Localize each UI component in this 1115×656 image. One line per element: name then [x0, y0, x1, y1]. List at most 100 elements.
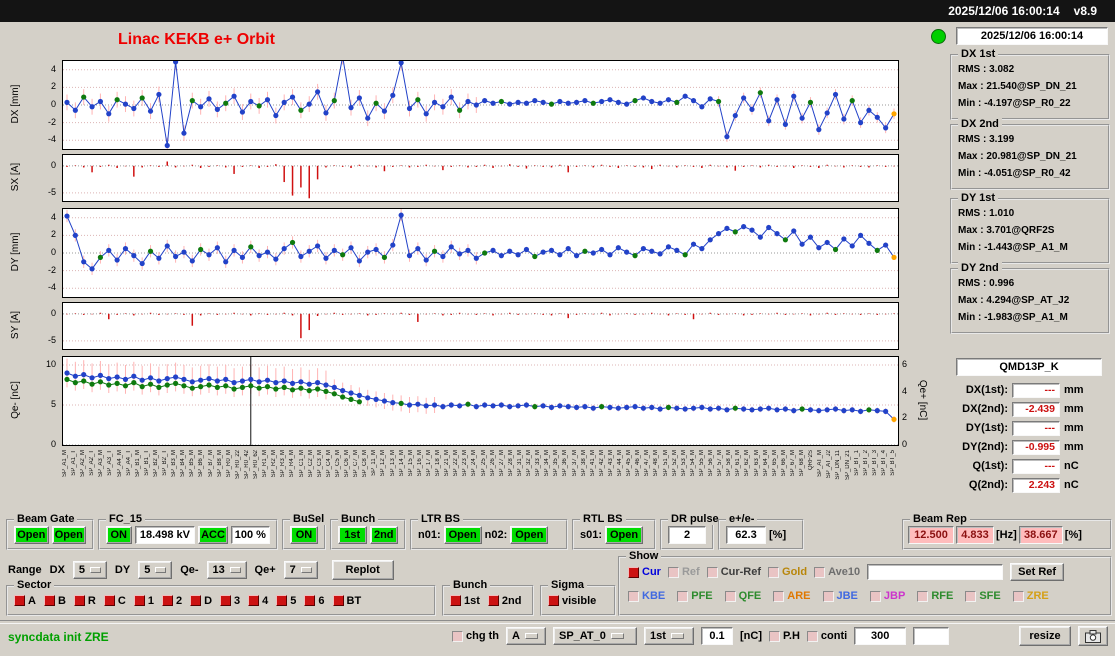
ltr-n01-open-button[interactable]: Open [443, 525, 482, 544]
aux-field[interactable] [913, 627, 950, 645]
bpm-select[interactable]: SP_AT_0 [553, 627, 637, 645]
sector-select[interactable]: A [506, 627, 546, 645]
group-title: FC_15 [106, 513, 146, 525]
resize-button[interactable]: resize [1019, 626, 1071, 646]
checkbox-indicator[interactable] [667, 566, 679, 578]
show-toggle-qfe[interactable]: QFE [724, 590, 761, 602]
sector-toggle-5[interactable]: 5 [276, 595, 296, 607]
busel-on-button[interactable]: ON [290, 525, 318, 544]
sector-toggle-b[interactable]: B [43, 595, 66, 607]
checkbox-indicator[interactable] [869, 590, 881, 602]
rtl-s01-open-button[interactable]: Open [605, 525, 644, 544]
show-toggle-kbe[interactable]: KBE [628, 590, 665, 602]
fc15-on-button[interactable]: ON [106, 525, 132, 544]
range-qem-select[interactable]: 13 [206, 561, 247, 579]
sector-toggle-bt[interactable]: BT [332, 595, 361, 607]
show-toggle-cur-ref[interactable]: Cur-Ref [706, 566, 761, 578]
checkbox-indicator[interactable] [628, 590, 639, 602]
sector-toggle-4[interactable]: 4 [248, 595, 268, 607]
show-toggle-sfe[interactable]: SFE [965, 590, 1001, 602]
dy-orbit-plot [62, 208, 899, 298]
threshold-field[interactable]: 0.1 [701, 627, 733, 645]
checkbox-indicator[interactable] [768, 566, 780, 578]
checkbox-indicator[interactable] [814, 566, 826, 578]
checkbox-indicator[interactable] [548, 595, 559, 606]
checkbox-indicator[interactable] [450, 595, 461, 606]
show-toggle-cur[interactable]: Cur [628, 566, 661, 578]
show-toggle-are[interactable]: ARE [773, 590, 811, 602]
dr-pulse-field[interactable]: 2 [668, 525, 706, 544]
show-toggle-pfe[interactable]: PFE [677, 590, 713, 602]
checkbox-indicator[interactable] [677, 590, 689, 602]
show-toggle-zre[interactable]: ZRE [1012, 590, 1049, 602]
checkbox-indicator[interactable] [965, 590, 977, 602]
sector-toggle-3[interactable]: 3 [220, 595, 240, 607]
stats-title: DX 1st [958, 48, 999, 60]
show-toggle-ave10[interactable]: Ave10 [814, 566, 860, 578]
set-ref-button[interactable]: Set Ref [1010, 563, 1065, 581]
checkbox-indicator[interactable] [14, 595, 25, 606]
conti-checkbox[interactable]: conti [806, 630, 847, 642]
sector-toggle-r[interactable]: R [73, 595, 96, 607]
checkbox-indicator[interactable] [133, 595, 145, 606]
checkbox-indicator[interactable] [628, 566, 639, 578]
ltr-n02-open-button[interactable]: Open [510, 525, 549, 544]
show-toggle-gold[interactable]: Gold [768, 566, 807, 578]
checkbox-indicator[interactable] [917, 590, 929, 602]
checkbox-indicator[interactable] [706, 566, 718, 578]
chg-th-checkbox[interactable]: chg th [452, 630, 499, 642]
ph-checkbox[interactable]: P.H [769, 630, 800, 642]
monitor-select-combo[interactable]: QMD13P_K [956, 358, 1102, 376]
checkbox-indicator[interactable] [190, 595, 202, 606]
axis-tick-label: -5 [47, 186, 56, 197]
show-toggle-rfe[interactable]: RFE [917, 590, 953, 602]
checkbox-indicator[interactable] [103, 595, 115, 606]
positron-ratio-field[interactable]: 62.3 [726, 525, 766, 544]
range-dy-select[interactable]: 5 [138, 561, 173, 579]
sx-axis-ticks: 0 -5 [36, 154, 58, 200]
checkbox-indicator[interactable] [487, 595, 499, 606]
replot-button[interactable]: Replot [331, 560, 394, 580]
checkbox-indicator[interactable] [220, 595, 232, 606]
beam-gate-open-button-1[interactable]: Open [14, 525, 49, 544]
show-toggle-jbp[interactable]: JBP [869, 590, 905, 602]
checkbox-indicator[interactable] [1012, 590, 1024, 602]
range-qep-select[interactable]: 7 [283, 561, 318, 579]
checkbox-indicator[interactable] [304, 595, 316, 606]
checkbox-indicator[interactable] [332, 595, 344, 606]
sector-toggle-a[interactable]: A [14, 595, 36, 607]
monitor-row-unit: mm [1064, 384, 1084, 396]
bunch-2nd-button[interactable]: 2nd [369, 525, 398, 544]
bunch-toggle-1st[interactable]: 1st [450, 595, 480, 607]
checkbox-indicator[interactable] [773, 590, 785, 602]
checkbox-indicator[interactable] [43, 595, 55, 606]
checkbox-indicator[interactable] [769, 630, 780, 642]
ref-file-input[interactable] [867, 564, 1004, 580]
sector-toggle-2[interactable]: 2 [161, 595, 182, 607]
show-toggle-jbe[interactable]: JBE [822, 590, 858, 602]
sigma-toggle-visible[interactable]: visible [548, 595, 596, 607]
option-menu-dash-icon [670, 633, 684, 639]
beam-gate-open-button-2[interactable]: Open [51, 525, 86, 544]
checkbox-indicator[interactable] [724, 590, 736, 602]
checkbox-indicator[interactable] [806, 630, 818, 642]
snapshot-button[interactable] [1078, 626, 1108, 646]
bunch-toggle-2nd[interactable]: 2nd [487, 595, 521, 607]
fc15-acc-button[interactable]: ACC [198, 525, 228, 544]
bunch-1st-button[interactable]: 1st [338, 525, 367, 544]
camera-icon [1085, 629, 1101, 643]
range-dx-select[interactable]: 5 [72, 561, 107, 579]
checkbox-indicator[interactable] [822, 590, 834, 602]
sector-toggle-d[interactable]: D [190, 595, 212, 607]
checkbox-indicator[interactable] [161, 595, 173, 606]
sector-toggle-c[interactable]: C [103, 595, 126, 607]
interval-field[interactable]: 300 [854, 627, 907, 645]
show-toggle-ref[interactable]: Ref [667, 566, 700, 578]
sector-toggle-1[interactable]: 1 [133, 595, 154, 607]
checkbox-indicator[interactable] [248, 595, 260, 606]
bunch-order-select[interactable]: 1st [644, 627, 694, 645]
checkbox-indicator[interactable] [276, 595, 288, 606]
sector-toggle-6[interactable]: 6 [304, 595, 325, 607]
checkbox-indicator[interactable] [452, 630, 463, 642]
checkbox-indicator[interactable] [73, 595, 85, 606]
